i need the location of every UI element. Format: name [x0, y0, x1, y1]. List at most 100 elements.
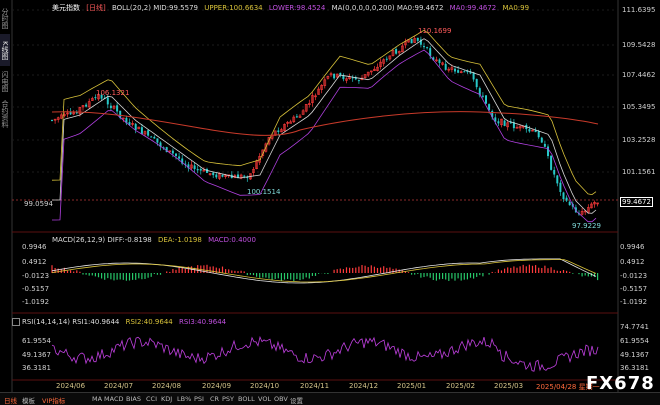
tab-flash[interactable]: 闪电图: [1, 70, 9, 92]
candle-body: [543, 143, 546, 147]
bottom-tab-vol[interactable]: VOL: [258, 395, 272, 403]
candle-body: [509, 121, 512, 124]
candle-body: [87, 101, 91, 108]
ma200-line: [51, 111, 599, 136]
bottom-tab-ma[interactable]: MA: [92, 395, 103, 403]
time-tick: 2024/10: [250, 382, 280, 390]
ma-label: MA(0,0,0,0,0,200) MA0:99.4672: [331, 4, 444, 12]
tab-timeshare[interactable]: 分时图: [1, 7, 9, 29]
candle-body: [246, 176, 249, 179]
candle-body: [215, 174, 218, 178]
candle-body: [156, 138, 159, 143]
rsi-tick-left: 36.3181: [22, 364, 51, 372]
boll-lower-label: LOWER:98.4524: [268, 4, 326, 12]
bottom-tab-daily[interactable]: 日线: [4, 397, 17, 405]
candle-body: [596, 202, 599, 205]
bottom-tab-psy[interactable]: PSY: [222, 395, 235, 403]
candle-body: [258, 156, 262, 163]
bottom-tab-cr[interactable]: CR: [210, 395, 220, 403]
candle-body: [472, 72, 475, 80]
macd-tick: -0.0123: [620, 272, 648, 280]
boll-upper-label: UPPER:100.6634: [204, 4, 263, 12]
candle-body: [317, 88, 320, 95]
candle-body: [283, 124, 286, 132]
tab-kline[interactable]: K线图: [0, 34, 10, 66]
price-tick: 103.2528: [622, 136, 656, 144]
candle-body: [494, 117, 497, 122]
candle-body: [75, 111, 78, 114]
ma0-label: MA0:99.4672: [449, 4, 497, 12]
candle-body: [320, 84, 324, 90]
candle-body: [413, 38, 417, 43]
candle-body: [574, 207, 577, 213]
candle-body: [391, 50, 395, 56]
rsi-tick: 61.9554: [620, 337, 649, 345]
candle-body: [369, 70, 373, 73]
bottom-tab-template[interactable]: 模板: [22, 397, 35, 405]
annotation-low-2: 97.9229: [572, 222, 601, 230]
macd-tick: -0.5157: [620, 285, 648, 293]
candle-body: [184, 163, 187, 165]
candle-body: [212, 172, 215, 176]
candle-body: [56, 117, 60, 120]
bottom-tab-psi[interactable]: PSI: [194, 395, 204, 403]
candle-body: [531, 129, 534, 132]
candle-body: [565, 197, 568, 201]
candle-body: [311, 95, 314, 103]
candle-body: [237, 174, 239, 179]
candle-body: [150, 136, 153, 138]
candle-body: [190, 164, 193, 169]
candle-body: [168, 150, 172, 153]
bottom-tab-cci[interactable]: CCI: [146, 395, 157, 403]
candle-body: [438, 59, 441, 63]
candle-body: [481, 95, 484, 97]
candle-body: [51, 119, 53, 121]
indicator-toggle-box[interactable]: [12, 318, 20, 326]
candle-body: [122, 117, 125, 120]
period-label: [日线]: [86, 4, 106, 12]
candle-body: [91, 98, 94, 101]
candle-body: [125, 117, 128, 124]
candle-body: [419, 39, 422, 45]
bottom-tab-macd[interactable]: MACD: [104, 395, 124, 403]
candle-body: [134, 123, 137, 130]
candle-body: [559, 182, 562, 192]
candle-body: [196, 169, 199, 171]
macd-tick: 0.4912: [620, 258, 645, 266]
time-tick: 2024/12: [349, 382, 379, 390]
time-tick: 2024/08: [152, 382, 182, 390]
candle-body: [280, 129, 283, 133]
bottom-tab-vip[interactable]: VIP指标: [42, 397, 66, 405]
candle-body: [363, 74, 367, 79]
candle-body: [528, 129, 531, 132]
macd-histogram: [51, 264, 599, 282]
bottom-tab-boll[interactable]: BOLL: [238, 395, 255, 403]
tab-contract-info[interactable]: 合约资料: [1, 100, 9, 128]
candle-body: [119, 110, 122, 118]
candle-body: [518, 125, 522, 129]
candle-body: [466, 70, 469, 73]
candle-body: [395, 49, 398, 54]
candle-body: [181, 158, 184, 164]
bottom-tab-bias[interactable]: BIAS: [126, 395, 141, 403]
candle-body: [366, 71, 370, 76]
candle-body: [202, 169, 206, 172]
time-tick: 2024/11: [300, 382, 330, 390]
time-tick: 2025/02: [446, 382, 476, 390]
candle-body: [342, 75, 345, 80]
bottom-tab-obv[interactable]: OBV: [274, 395, 288, 403]
rsi3-label: RSI3:40.9644: [178, 318, 227, 326]
candle-body: [116, 105, 119, 112]
bottom-tab-kdj[interactable]: KDJ: [161, 395, 173, 403]
candle-body: [475, 78, 478, 88]
bottom-tab-settings[interactable]: 设置: [290, 397, 303, 405]
annotation-low-1: 100.1514: [247, 188, 281, 196]
candle-body: [423, 46, 425, 48]
candle-body: [85, 104, 88, 107]
bottom-tab-lb[interactable]: LB%: [177, 395, 192, 403]
candle-body: [550, 155, 553, 170]
candle-body: [450, 67, 454, 70]
candle-body: [488, 104, 491, 111]
annotation-mid-high: 106.1321: [96, 89, 130, 97]
